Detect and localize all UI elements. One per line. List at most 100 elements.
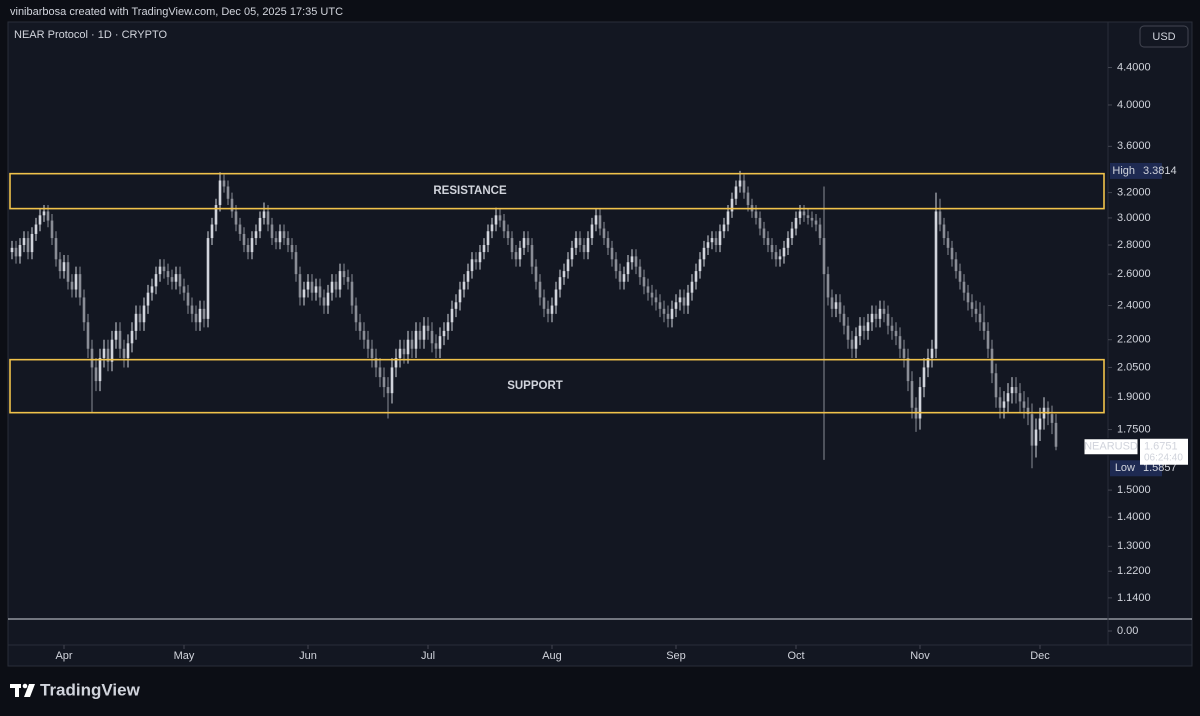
candle-body [410, 339, 414, 349]
candle-body [262, 211, 266, 218]
candle-body [854, 336, 858, 349]
y-tick-label: 1.7500 [1117, 423, 1151, 435]
candle-body [974, 308, 978, 314]
candle-body [130, 330, 134, 344]
zone-label: SUPPORT [507, 380, 563, 392]
candle-body [654, 297, 658, 303]
candle-body [554, 289, 558, 306]
candle-body [174, 274, 178, 282]
candle-body [502, 220, 506, 232]
candle-body [26, 238, 30, 253]
candle-body [966, 292, 970, 303]
candle-body [614, 259, 618, 272]
candle-body [18, 245, 22, 257]
candle-body [558, 277, 562, 290]
candle-body [786, 238, 790, 248]
candle-body [146, 292, 150, 306]
candle-body [670, 308, 674, 319]
candle-body [374, 357, 378, 368]
candle-body [122, 348, 126, 358]
candle-body [622, 274, 626, 282]
candle-body [762, 228, 766, 239]
candle-body [286, 238, 290, 246]
candle-body [266, 211, 270, 225]
candle-body [658, 302, 662, 309]
candle-body [806, 215, 810, 218]
candle-body [1018, 393, 1022, 402]
candle-body [434, 343, 438, 349]
candle-body [58, 259, 62, 272]
candle-body [250, 238, 254, 253]
candle-body [202, 308, 206, 319]
candle-body [906, 357, 910, 382]
candle-body [830, 297, 834, 309]
candle-body [1050, 414, 1054, 423]
y-tick-label: 3.2000 [1117, 186, 1151, 198]
candle-body [1014, 387, 1018, 394]
candle-body [970, 302, 974, 309]
candle-body [826, 274, 830, 298]
candle-body [398, 348, 402, 358]
candle-body [642, 277, 646, 287]
countdown: 06:24:40 [1144, 452, 1183, 463]
candle-body [22, 238, 26, 246]
candle-body [578, 238, 582, 246]
candle-body [386, 387, 390, 394]
candle-body [910, 381, 914, 408]
candle-body [990, 348, 994, 374]
candle-body [726, 211, 730, 225]
candle-body [694, 271, 698, 282]
candle-body [406, 339, 410, 355]
brand-logo [10, 683, 35, 697]
candle-body [366, 339, 370, 349]
candle-body [310, 281, 314, 293]
candle-body [550, 305, 554, 314]
candle-body [562, 271, 566, 278]
candle-body [1006, 393, 1010, 402]
candle-body [510, 238, 514, 253]
x-tick-label: Dec [1030, 650, 1050, 662]
candle-body [898, 336, 902, 349]
candle-body [142, 305, 146, 323]
candle-body [314, 286, 318, 293]
candle-body [610, 247, 614, 260]
x-tick-label: Jul [421, 650, 435, 662]
candle-body [982, 322, 986, 331]
x-tick-label: May [174, 650, 195, 662]
candle-body [166, 271, 170, 278]
candle-body [634, 256, 638, 267]
candle-body [486, 231, 490, 246]
candle-body [858, 325, 862, 337]
candle-body [798, 211, 802, 218]
candle-body [882, 308, 886, 314]
x-tick-label: Oct [787, 650, 804, 662]
candle-body [582, 245, 586, 253]
last-price: 1.6751 [1144, 441, 1178, 453]
candle-body [34, 224, 38, 234]
candle-body [30, 233, 34, 253]
candle-body [10, 247, 14, 253]
candle-body [978, 313, 982, 323]
candle-body [270, 224, 274, 239]
candle-body [526, 238, 530, 246]
candle-body [570, 247, 574, 260]
candle-body [178, 274, 182, 287]
currency[interactable]: USD [1152, 31, 1175, 43]
candle-body [934, 211, 938, 349]
candle-body [546, 308, 550, 314]
candle-body [902, 348, 906, 358]
candle-body [846, 325, 850, 340]
candles [10, 170, 1058, 469]
y-tick-label: 1.3000 [1117, 540, 1151, 552]
candle-body [346, 277, 350, 282]
candle-body [354, 305, 358, 323]
candle-body [794, 217, 798, 229]
candle-body [814, 220, 818, 225]
candle-body [218, 180, 222, 206]
currency-button[interactable] [1139, 25, 1189, 48]
candle-body [534, 266, 538, 282]
candle-body [994, 373, 998, 398]
candle-body [514, 252, 518, 260]
candle-body [226, 186, 230, 199]
